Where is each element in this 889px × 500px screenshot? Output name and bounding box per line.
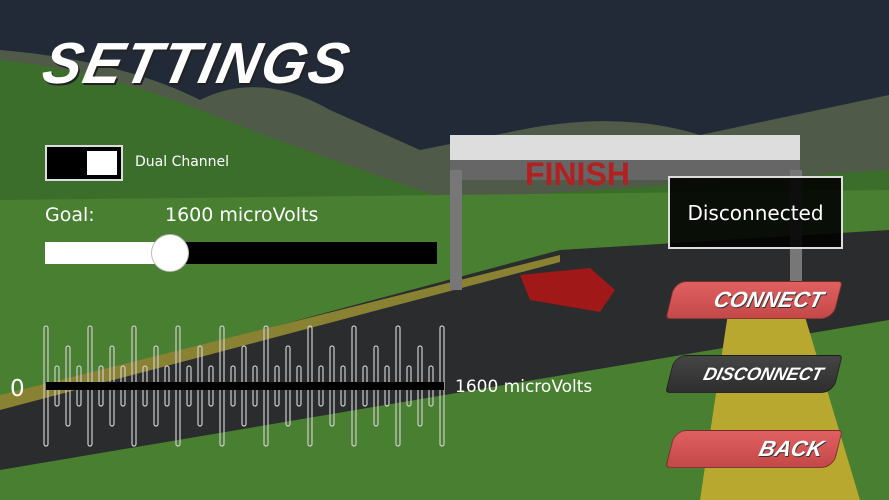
finish-banner: FINISH	[525, 156, 630, 192]
goal-label: Goal:	[45, 204, 95, 226]
disconnect-label: DISCONNECT	[701, 363, 826, 384]
goal-value: 1600 microVolts	[165, 204, 319, 226]
signal-min-label: 0	[10, 376, 25, 402]
signal-max-label: 1600 microVolts	[455, 377, 593, 397]
slider-fill	[45, 242, 171, 264]
dual-channel-toggle[interactable]	[45, 145, 123, 181]
dual-channel-label: Dual Channel	[135, 154, 230, 170]
waveform-baseline	[46, 382, 444, 390]
connect-button[interactable]: CONNECT	[665, 281, 843, 319]
back-button[interactable]: BACK	[665, 430, 843, 468]
back-label: BACK	[756, 436, 827, 461]
page-title: SETTINGS	[37, 31, 357, 96]
connection-status: Disconnected	[668, 176, 843, 249]
connect-label: CONNECT	[711, 287, 827, 312]
race-car	[520, 268, 615, 312]
toggle-knob	[87, 151, 117, 175]
slider-thumb[interactable]	[151, 234, 190, 272]
status-text: Disconnected	[687, 200, 824, 225]
signal-waveform	[43, 325, 445, 447]
disconnect-button[interactable]: DISCONNECT	[665, 355, 843, 393]
goal-slider[interactable]	[45, 234, 437, 272]
